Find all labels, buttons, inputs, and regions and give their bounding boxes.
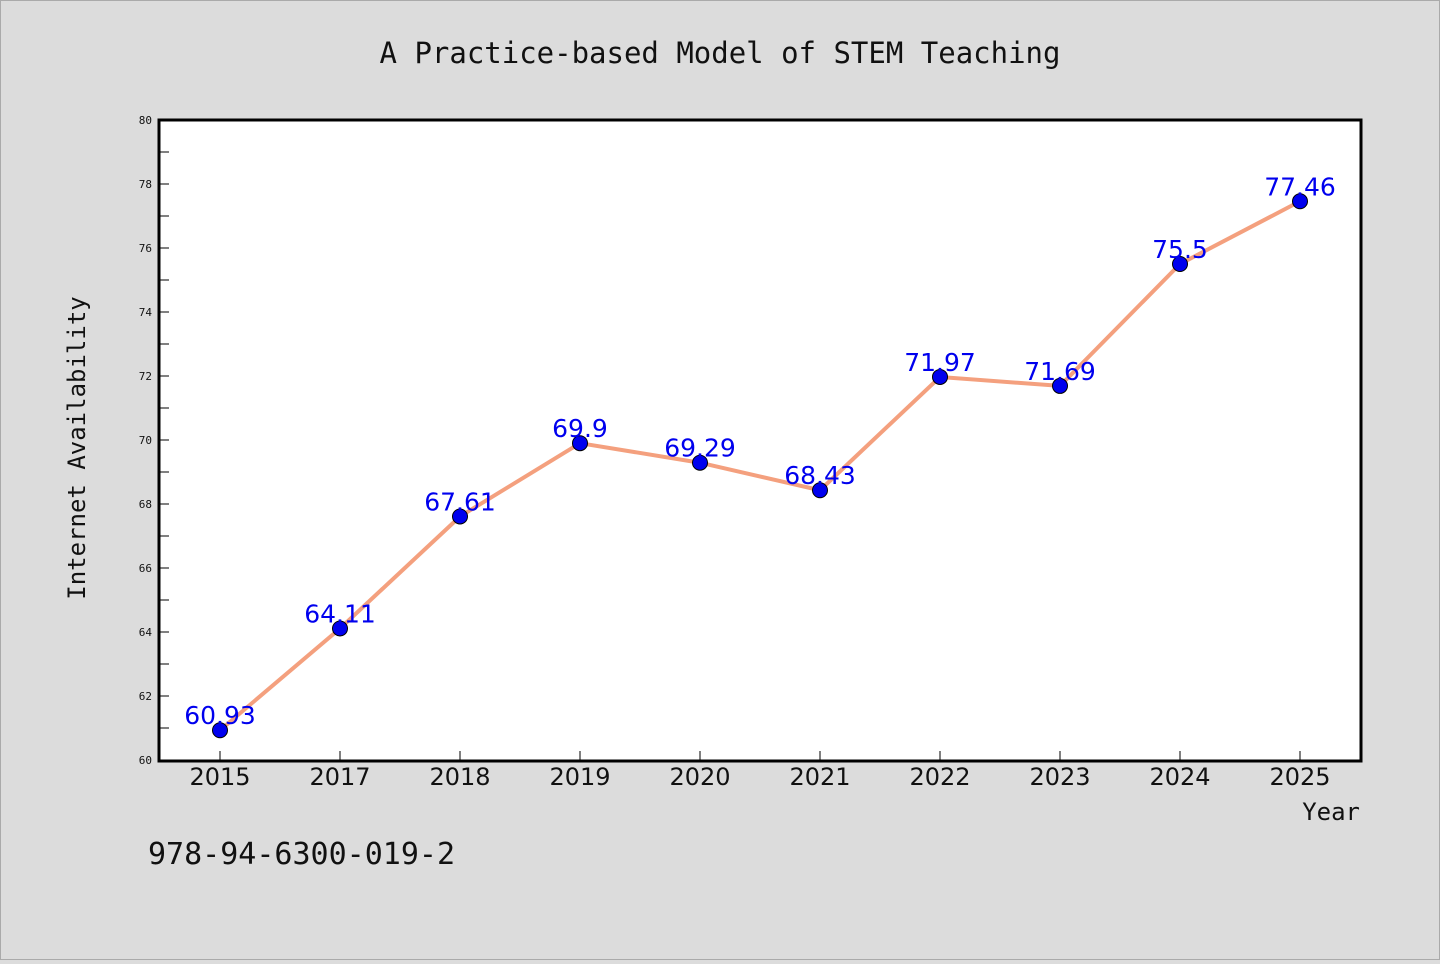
data-label: 69.9 [552, 414, 608, 443]
y-tick-label: 78 [139, 178, 152, 191]
x-tick-label: 2015 [189, 763, 250, 791]
series-group: 60.93 64.11 67.61 69.9 69.29 68.43 71.97 71.69 7… [184, 172, 1336, 739]
y-tick-label: 72 [139, 370, 152, 383]
data-point [212, 722, 228, 739]
y-axis-label: Internet Availability [63, 296, 91, 599]
x-tick-label: 2021 [789, 763, 850, 791]
data-point [452, 508, 468, 525]
y-tick-label: 60 [139, 754, 152, 767]
data-label: 71.69 [1024, 357, 1096, 386]
isbn-footer: 978-94-6300-019-2 [148, 837, 455, 872]
data-point [572, 435, 588, 452]
data-label: 71.97 [904, 348, 976, 377]
x-tick-label: 2017 [309, 763, 370, 791]
y-axis-ticks: 60 62 64 66 68 70 72 74 76 78 80 [139, 114, 169, 767]
y-tick-label: 68 [139, 498, 152, 511]
x-tick-label: 2020 [669, 763, 730, 791]
y-tick-label: 70 [139, 434, 152, 447]
series-line [218, 199, 1302, 733]
data-point [1052, 377, 1068, 394]
x-axis-label: Year [1302, 798, 1360, 826]
y-tick-label: 64 [139, 626, 153, 639]
data-label: 67.61 [424, 487, 496, 516]
y-tick-label: 76 [139, 242, 152, 255]
data-label: 64.11 [304, 599, 376, 628]
data-label: 77.46 [1264, 172, 1336, 201]
data-label: 75.5 [1152, 235, 1208, 264]
data-point [1172, 256, 1188, 272]
x-tick-label: 2019 [549, 763, 610, 791]
y-tick-label: 74 [139, 306, 153, 319]
x-tick-label: 2022 [909, 763, 970, 791]
data-point [812, 482, 828, 499]
plot-area [157, 118, 1363, 763]
y-tick-label: 66 [139, 562, 152, 575]
data-label: 60.93 [184, 701, 256, 730]
data-label: 69.29 [664, 434, 736, 463]
x-tick-label: 2025 [1269, 763, 1330, 791]
x-tick-label: 2023 [1029, 763, 1090, 791]
data-point [1292, 193, 1308, 210]
data-point [932, 368, 948, 385]
x-tick-label: 2018 [429, 763, 490, 791]
data-point [332, 620, 348, 637]
chart-title: A Practice-based Model of STEM Teaching [380, 36, 1061, 70]
data-label: 68.43 [784, 461, 856, 490]
y-tick-label: 80 [139, 114, 152, 127]
x-axis-ticks: 2015 2017 2018 2019 2020 2021 2022 2023 2024 2025 [189, 751, 1331, 791]
x-tick-label: 2024 [1149, 763, 1210, 791]
data-point [692, 454, 708, 471]
y-tick-label: 62 [139, 690, 152, 703]
